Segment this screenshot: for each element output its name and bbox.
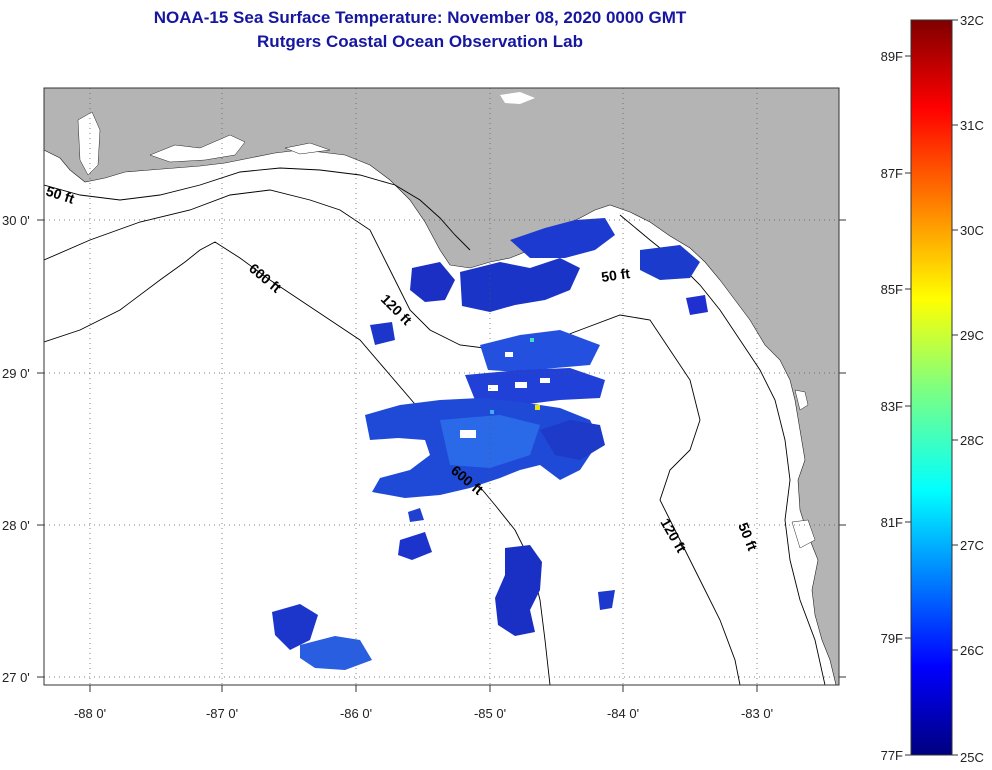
map-title: NOAA-15 Sea Surface Temperature: Novembe… [153,8,687,27]
bay [791,519,816,549]
warm-pixels [490,338,540,414]
colorbar-fahrenheit-label: 77F [881,748,903,763]
cloud-gaps [460,352,550,438]
bay [794,389,809,411]
colorbar-celsius-label: 27C [960,538,984,553]
colorbar-fahrenheit-label: 89F [881,49,903,64]
colorbar-fahrenheit-label: 81F [881,515,903,530]
contour-600ft [44,241,551,685]
colorbar-fahrenheit-label: 85F [881,282,903,297]
bay [149,134,246,163]
lake [500,92,535,104]
bay [284,142,331,155]
colorbar-fahrenheit-label: 87F [881,166,903,181]
latitude-label: 27 0' [2,670,30,685]
longitude-label: -84 0' [607,706,639,721]
latitude-label: 28 0' [2,518,30,533]
longitude-label: -83 0' [741,706,773,721]
contour-label: 50 ft [600,265,631,285]
map-area: 50 ft 600 ft 120 ft 50 ft 600 ft 120 ft … [44,88,839,685]
colorbar-celsius-label: 26C [960,643,984,658]
longitude-label: -85 0' [474,706,506,721]
contour-50ft-west [44,167,471,251]
colorbar-celsius-label: 31C [960,118,984,133]
colorbar-celsius-label: 30C [960,223,984,238]
longitude-label: -87 0' [206,706,238,721]
colorbar [910,19,953,756]
colorbar-fahrenheit-label: 83F [881,399,903,414]
map-subtitle: Rutgers Coastal Ocean Observation Lab [257,32,583,51]
colorbar-fahrenheit-label: 79F [881,631,903,646]
colorbar-celsius-label: 29C [960,328,984,343]
longitude-label: -86 0' [340,706,372,721]
latitude-label: 29 0' [2,366,30,381]
axis-ticks [37,219,846,692]
bay [77,111,101,176]
map-frame [43,87,840,686]
colorbar-celsius-label: 32C [960,13,984,28]
colorbar-celsius-label: 28C [960,433,984,448]
colorbar-ticks [905,19,958,756]
latitude-label: 30 0' [2,213,30,228]
colorbar-celsius-label: 25C [960,750,984,765]
longitude-label: -88 0' [74,706,106,721]
